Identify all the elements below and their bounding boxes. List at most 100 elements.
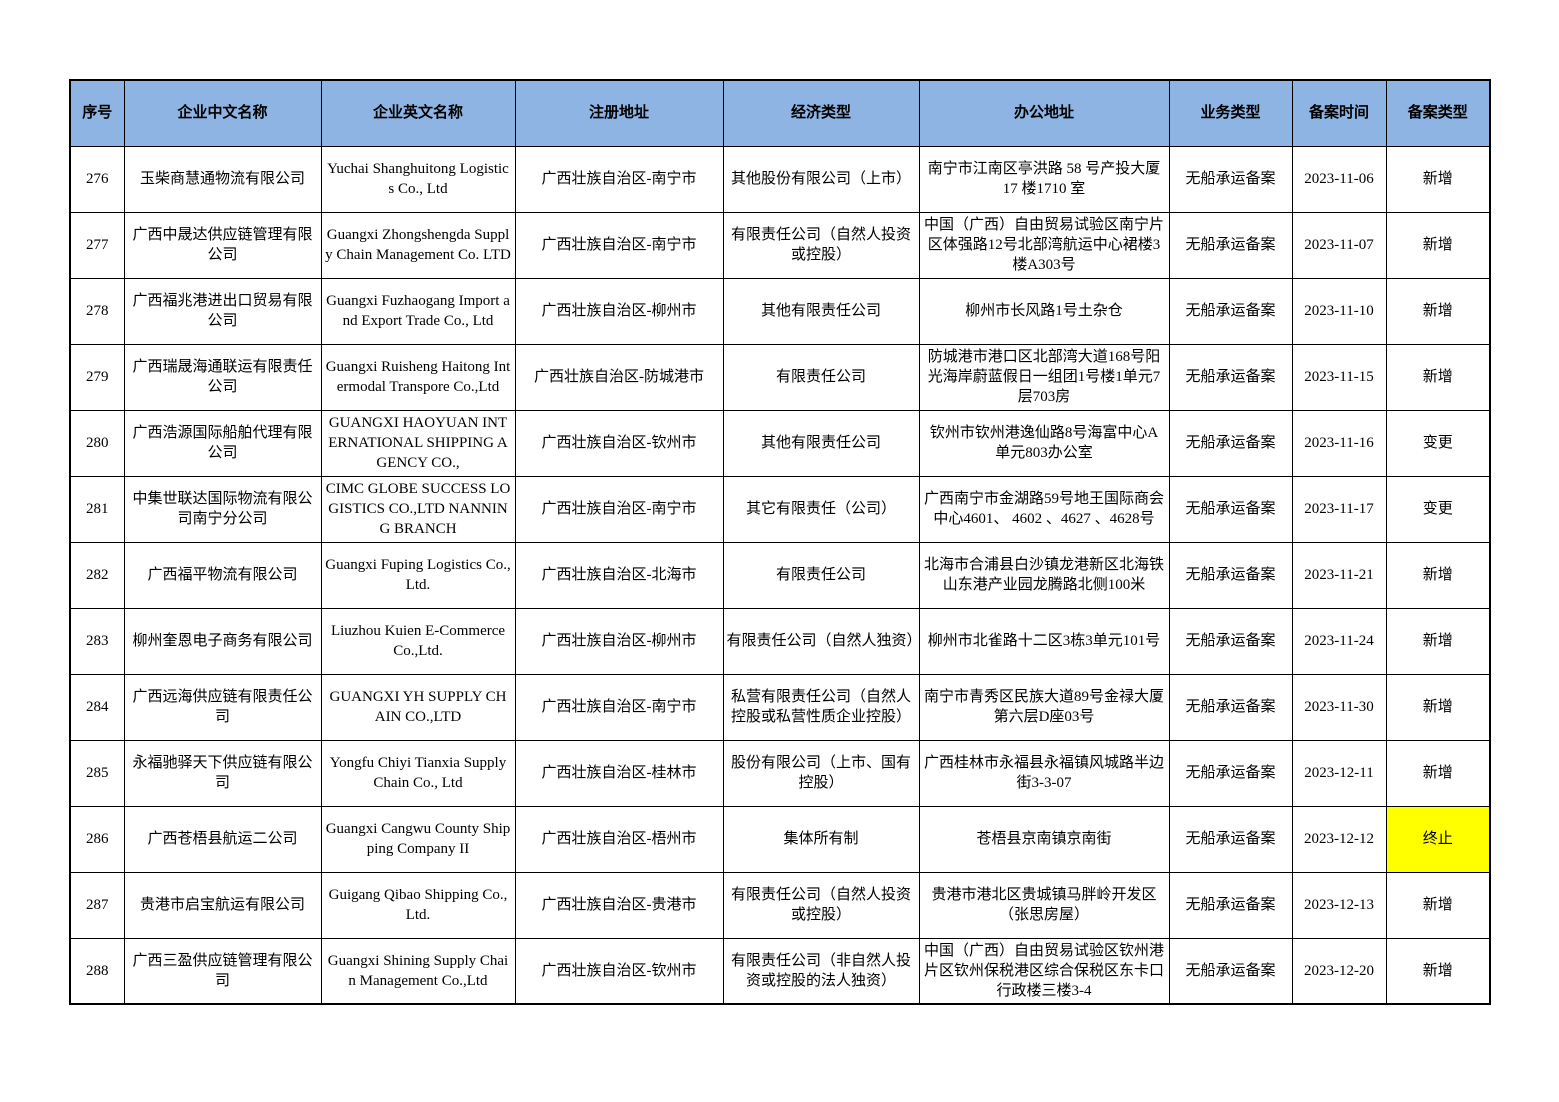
row-number: 287 (69, 871, 125, 939)
company-cn-name: 广西苍梧县航运二公司 (123, 805, 322, 873)
business-type: 无船承运备案 (1168, 475, 1293, 543)
company-cn-name: 广西瑞晟海通联运有限责任公司 (123, 343, 322, 411)
filing-type: 新增 (1385, 871, 1491, 939)
company-en-name: Guangxi Shining Supply Chain Management … (320, 937, 516, 1005)
office-address: 中国（广西）自由贸易试验区南宁片区体强路12号北部湾航运中心裙楼3楼A303号 (918, 211, 1170, 279)
registered-address: 广西壮族自治区-柳州市 (514, 277, 724, 345)
col-cn-name: 企业中文名称 (123, 79, 322, 147)
company-cn-name: 广西三盈供应链管理有限公司 (123, 937, 322, 1005)
company-cn-name: 中集世联达国际物流有限公司南宁分公司 (123, 475, 322, 543)
registered-address: 广西壮族自治区-钦州市 (514, 409, 724, 477)
business-type: 无船承运备案 (1168, 211, 1293, 279)
row-number: 286 (69, 805, 125, 873)
economic-type: 其他有限责任公司 (722, 409, 920, 477)
filing-type: 新增 (1385, 607, 1491, 675)
registered-address: 广西壮族自治区-梧州市 (514, 805, 724, 873)
company-cn-name: 广西浩源国际船舶代理有限公司 (123, 409, 322, 477)
economic-type: 有限责任公司 (722, 343, 920, 411)
registered-address: 广西壮族自治区-南宁市 (514, 211, 724, 279)
filing-date: 2023-12-11 (1291, 739, 1387, 807)
row-number: 280 (69, 409, 125, 477)
table-row: 285 永福驰驿天下供应链有限公司 Yongfu Chiyi Tianxia Sup… (69, 739, 1491, 807)
row-number: 276 (69, 145, 125, 213)
filing-date: 2023-11-10 (1291, 277, 1387, 345)
company-cn-name: 柳州奎恩电子商务有限公司 (123, 607, 322, 675)
office-address: 广西南宁市金湖路59号地王国际商会中心4601、 4602 、4627 、462… (918, 475, 1170, 543)
office-address: 柳州市长风路1号土杂仓 (918, 277, 1170, 345)
registered-address: 广西壮族自治区-贵港市 (514, 871, 724, 939)
company-en-name: CIMC GLOBE SUCCESS LOGISTICS CO.,LTD NAN… (320, 475, 516, 543)
filing-type: 新增 (1385, 277, 1491, 345)
office-address: 广西桂林市永福县永福镇风城路半边街3-3-07 (918, 739, 1170, 807)
economic-type: 集体所有制 (722, 805, 920, 873)
table-row: 286 广西苍梧县航运二公司 Guangxi Cangwu County Shipp… (69, 805, 1491, 873)
company-en-name: Yongfu Chiyi Tianxia Supply Chain Co., L… (320, 739, 516, 807)
row-number: 285 (69, 739, 125, 807)
filing-date: 2023-11-30 (1291, 673, 1387, 741)
filing-table: 序号 企业中文名称 企业英文名称 注册地址 经济类型 办公地址 业务类型 备案时… (69, 79, 1491, 1005)
registered-address: 广西壮族自治区-北海市 (514, 541, 724, 609)
table-row: 281 中集世联达国际物流有限公司南宁分公司 CIMC GLOBE SUCCESS … (69, 475, 1491, 543)
company-cn-name: 玉柴商慧通物流有限公司 (123, 145, 322, 213)
registered-address: 广西壮族自治区-南宁市 (514, 475, 724, 543)
filing-type: 新增 (1385, 343, 1491, 411)
col-biz-type: 业务类型 (1168, 79, 1293, 147)
company-en-name: Guigang Qibao Shipping Co., Ltd. (320, 871, 516, 939)
office-address: 防城港市港口区北部湾大道168号阳光海岸蔚蓝假日一组团1号楼1单元7层703房 (918, 343, 1170, 411)
filing-date: 2023-12-13 (1291, 871, 1387, 939)
row-number: 282 (69, 541, 125, 609)
filing-type: 新增 (1385, 211, 1491, 279)
filing-type: 新增 (1385, 145, 1491, 213)
filing-type: 新增 (1385, 937, 1491, 1005)
office-address: 南宁市青秀区民族大道89号金禄大厦第六层D座03号 (918, 673, 1170, 741)
economic-type: 有限责任公司（自然人投资或控股） (722, 211, 920, 279)
filing-type: 新增 (1385, 541, 1491, 609)
business-type: 无船承运备案 (1168, 607, 1293, 675)
company-cn-name: 永福驰驿天下供应链有限公司 (123, 739, 322, 807)
row-number: 279 (69, 343, 125, 411)
filing-date: 2023-12-12 (1291, 805, 1387, 873)
col-date: 备案时间 (1291, 79, 1387, 147)
filing-type: 变更 (1385, 409, 1491, 477)
filing-date: 2023-11-17 (1291, 475, 1387, 543)
office-address: 贵港市港北区贵城镇马胖岭开发区（张思房屋） (918, 871, 1170, 939)
row-number: 281 (69, 475, 125, 543)
office-address: 南宁市江南区亭洪路 58 号产投大厦 17 楼1710 室 (918, 145, 1170, 213)
company-en-name: Guangxi Fuping Logistics Co.,Ltd. (320, 541, 516, 609)
company-en-name: Guangxi Fuzhaogang Import and Export Tra… (320, 277, 516, 345)
business-type: 无船承运备案 (1168, 541, 1293, 609)
row-number: 288 (69, 937, 125, 1005)
business-type: 无船承运备案 (1168, 343, 1293, 411)
table-row: 288 广西三盈供应链管理有限公司 Guangxi Shining Supply C… (69, 937, 1491, 1005)
filing-type: 终止 (1385, 805, 1491, 873)
economic-type: 其他股份有限公司（上市） (722, 145, 920, 213)
registered-address: 广西壮族自治区-防城港市 (514, 343, 724, 411)
business-type: 无船承运备案 (1168, 805, 1293, 873)
table-row: 287 贵港市启宝航运有限公司 Guigang Qibao Shipping Co.… (69, 871, 1491, 939)
registered-address: 广西壮族自治区-南宁市 (514, 145, 724, 213)
economic-type: 有限责任公司（非自然人投资或控股的法人独资） (722, 937, 920, 1005)
business-type: 无船承运备案 (1168, 409, 1293, 477)
company-cn-name: 广西福兆港进出口贸易有限公司 (123, 277, 322, 345)
office-address: 柳州市北雀路十二区3栋3单元101号 (918, 607, 1170, 675)
table-row: 279 广西瑞晟海通联运有限责任公司 Guangxi Ruisheng Haiton… (69, 343, 1491, 411)
filing-date: 2023-11-24 (1291, 607, 1387, 675)
economic-type: 有限责任公司 (722, 541, 920, 609)
filing-date: 2023-11-21 (1291, 541, 1387, 609)
economic-type: 股份有限公司（上市、国有控股） (722, 739, 920, 807)
company-en-name: Guangxi Ruisheng Haitong Intermodal Tran… (320, 343, 516, 411)
company-en-name: Yuchai Shanghuitong Logistics Co., Ltd (320, 145, 516, 213)
table-row: 276 玉柴商慧通物流有限公司 Yuchai Shanghuitong Logist… (69, 145, 1491, 213)
economic-type: 私营有限责任公司（自然人控股或私营性质企业控股） (722, 673, 920, 741)
filing-date: 2023-12-20 (1291, 937, 1387, 1005)
registered-address: 广西壮族自治区-南宁市 (514, 673, 724, 741)
table-row: 278 广西福兆港进出口贸易有限公司 Guangxi Fuzhaogang Impo… (69, 277, 1491, 345)
header-row: 序号 企业中文名称 企业英文名称 注册地址 经济类型 办公地址 业务类型 备案时… (69, 79, 1491, 147)
company-en-name: Guangxi Cangwu County Shipping Company I… (320, 805, 516, 873)
row-number: 278 (69, 277, 125, 345)
office-address: 北海市合浦县白沙镇龙港新区北海铁山东港产业园龙腾路北侧100米 (918, 541, 1170, 609)
business-type: 无船承运备案 (1168, 739, 1293, 807)
business-type: 无船承运备案 (1168, 277, 1293, 345)
table-row: 283 柳州奎恩电子商务有限公司 Liuzhou Kuien E-Commerce … (69, 607, 1491, 675)
economic-type: 有限责任公司（自然人独资） (722, 607, 922, 675)
